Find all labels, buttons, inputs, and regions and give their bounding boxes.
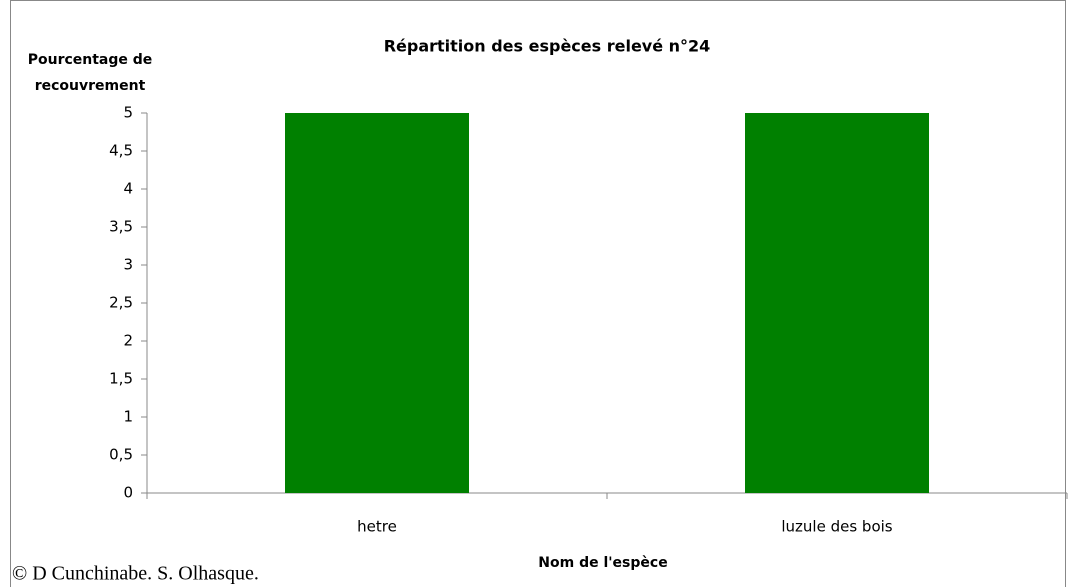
chart-title: Répartition des espèces relevé n°24: [384, 37, 711, 56]
y-tick-label: 2: [123, 332, 133, 350]
x-axis-label: Nom de l'espèce: [538, 555, 667, 571]
y-tick-label: 1: [123, 408, 133, 426]
bar: [745, 113, 929, 493]
bar: [285, 113, 469, 493]
y-tick-label: 4: [123, 180, 133, 198]
y-tick-label: 4,5: [109, 142, 133, 160]
y-tick-label: 3: [123, 256, 133, 274]
y-tick-label: 5: [123, 104, 133, 122]
y-tick-label: 3,5: [109, 218, 133, 236]
y-tick-label: 1,5: [109, 370, 133, 388]
y-axis-label: Pourcentage de: [28, 52, 153, 68]
y-tick-label: 0: [123, 484, 133, 502]
copyright: © D Cunchinabe. S. Olhasque.: [12, 563, 259, 585]
y-tick-label: 2,5: [109, 294, 133, 312]
y-axis-label: recouvrement: [35, 78, 146, 94]
x-tick-label: hetre: [357, 518, 397, 536]
y-tick-label: 0,5: [109, 446, 133, 464]
chart-frame: [10, 0, 1066, 587]
x-tick-label: luzule des bois: [781, 518, 892, 536]
